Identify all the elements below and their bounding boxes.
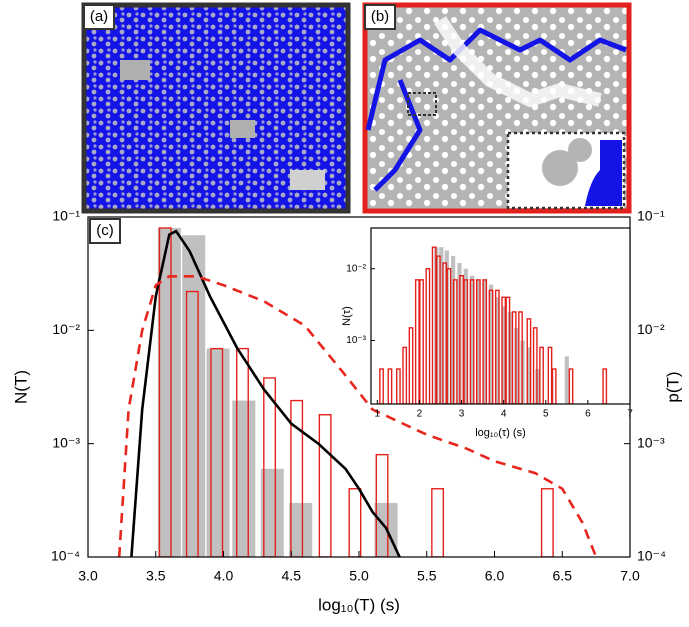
x-tick-label: 5.0 xyxy=(349,568,369,584)
bar xyxy=(501,296,507,404)
y-axis-label: N(T) xyxy=(11,370,30,404)
x-tick-label: 1 xyxy=(375,409,381,420)
y-tick-label: 10⁻² xyxy=(52,321,80,337)
x-axis-label: log₁₀(τ) (s) xyxy=(475,427,526,439)
bar xyxy=(425,268,431,404)
bar xyxy=(488,284,494,404)
bar xyxy=(452,279,458,404)
line xyxy=(130,229,401,557)
inset-background xyxy=(371,228,630,404)
bar xyxy=(540,488,554,557)
x-axis-label: log₁₀(T) (s) xyxy=(318,595,400,614)
bar xyxy=(482,279,487,404)
bar xyxy=(459,274,464,404)
bar xyxy=(232,400,256,557)
y-tick-label: 10⁻³ xyxy=(346,335,366,346)
bar xyxy=(442,262,448,404)
bar xyxy=(236,347,249,557)
bar xyxy=(431,488,445,557)
bar xyxy=(414,279,420,404)
x-tick-label: 5.5 xyxy=(417,568,437,584)
bar xyxy=(469,275,475,404)
panel-label: (b) xyxy=(371,8,389,25)
y-tick-label: 10⁻¹ xyxy=(52,208,80,224)
x-tick-label: 6.0 xyxy=(485,568,505,584)
x-tick-label: 3 xyxy=(459,409,465,420)
bar xyxy=(505,296,511,404)
y2-tick-label: 10⁻⁴ xyxy=(637,548,666,564)
x-tick-label: 2 xyxy=(417,409,423,420)
bar xyxy=(469,279,475,404)
blob xyxy=(568,138,592,162)
gray-patch xyxy=(120,60,150,80)
bar xyxy=(158,227,172,557)
x-tick-label: 3.5 xyxy=(146,568,166,584)
bar xyxy=(463,268,468,404)
bar xyxy=(157,227,181,557)
panel-label: (c) xyxy=(96,222,114,239)
bar xyxy=(263,377,277,557)
bar xyxy=(476,279,481,404)
gray-patch xyxy=(290,170,325,190)
panel-label-box xyxy=(364,4,396,30)
bar xyxy=(318,414,332,557)
x-tick-label: 7.0 xyxy=(620,568,640,584)
white-region xyxy=(434,16,602,108)
plot-frame xyxy=(370,227,631,405)
panel-label-box xyxy=(83,4,115,30)
panel-label: (a) xyxy=(90,8,108,25)
y2-tick-label: 10⁻¹ xyxy=(637,208,665,224)
x-tick-label: 4.5 xyxy=(282,568,302,584)
y-tick-label: 10⁻² xyxy=(346,263,366,274)
bar xyxy=(564,356,569,404)
bar xyxy=(446,268,452,404)
y-axis-label: N(τ) xyxy=(341,306,353,326)
y2-axis-label: p(T) xyxy=(663,371,682,402)
bar xyxy=(495,297,500,404)
gray-patch xyxy=(230,120,255,138)
bar xyxy=(482,279,488,404)
x-tick-label: 7 xyxy=(627,409,633,420)
x-tick-label: 3.0 xyxy=(78,568,98,584)
x-tick-label: 4.0 xyxy=(214,568,234,584)
bar xyxy=(419,279,424,404)
x-tick-label: 6.5 xyxy=(553,568,573,584)
bar xyxy=(289,502,313,557)
charts: 3.0 3.5 4.0 4.5 5.0 5.5 6.0 6.5 7.0 10⁻⁴ 10⁻³ 10⁻² 1… xyxy=(11,208,682,615)
bar xyxy=(260,468,284,557)
bar xyxy=(526,347,532,404)
bar xyxy=(206,348,230,557)
x-tick-label: 4 xyxy=(501,409,507,420)
blue-chain xyxy=(365,27,627,192)
y2-tick-label: 10⁻² xyxy=(637,321,665,337)
y-tick-label: 10⁻⁴ xyxy=(51,548,80,564)
blue-blob xyxy=(585,140,622,206)
bar xyxy=(182,235,206,557)
bar xyxy=(476,279,481,404)
blob xyxy=(542,150,578,186)
bar xyxy=(348,488,362,557)
bar xyxy=(463,279,469,404)
bar xyxy=(501,306,506,404)
x-tick-label: 6 xyxy=(585,409,591,420)
bar xyxy=(185,290,199,557)
bar xyxy=(431,246,437,404)
panel-label-box xyxy=(89,218,121,244)
bar xyxy=(210,347,224,557)
x-tick-label: 5 xyxy=(543,409,549,420)
y-tick-label: 10⁻³ xyxy=(52,434,80,450)
bar xyxy=(375,453,389,557)
bar xyxy=(439,247,444,404)
y2-tick-label: 10⁻³ xyxy=(637,434,665,450)
